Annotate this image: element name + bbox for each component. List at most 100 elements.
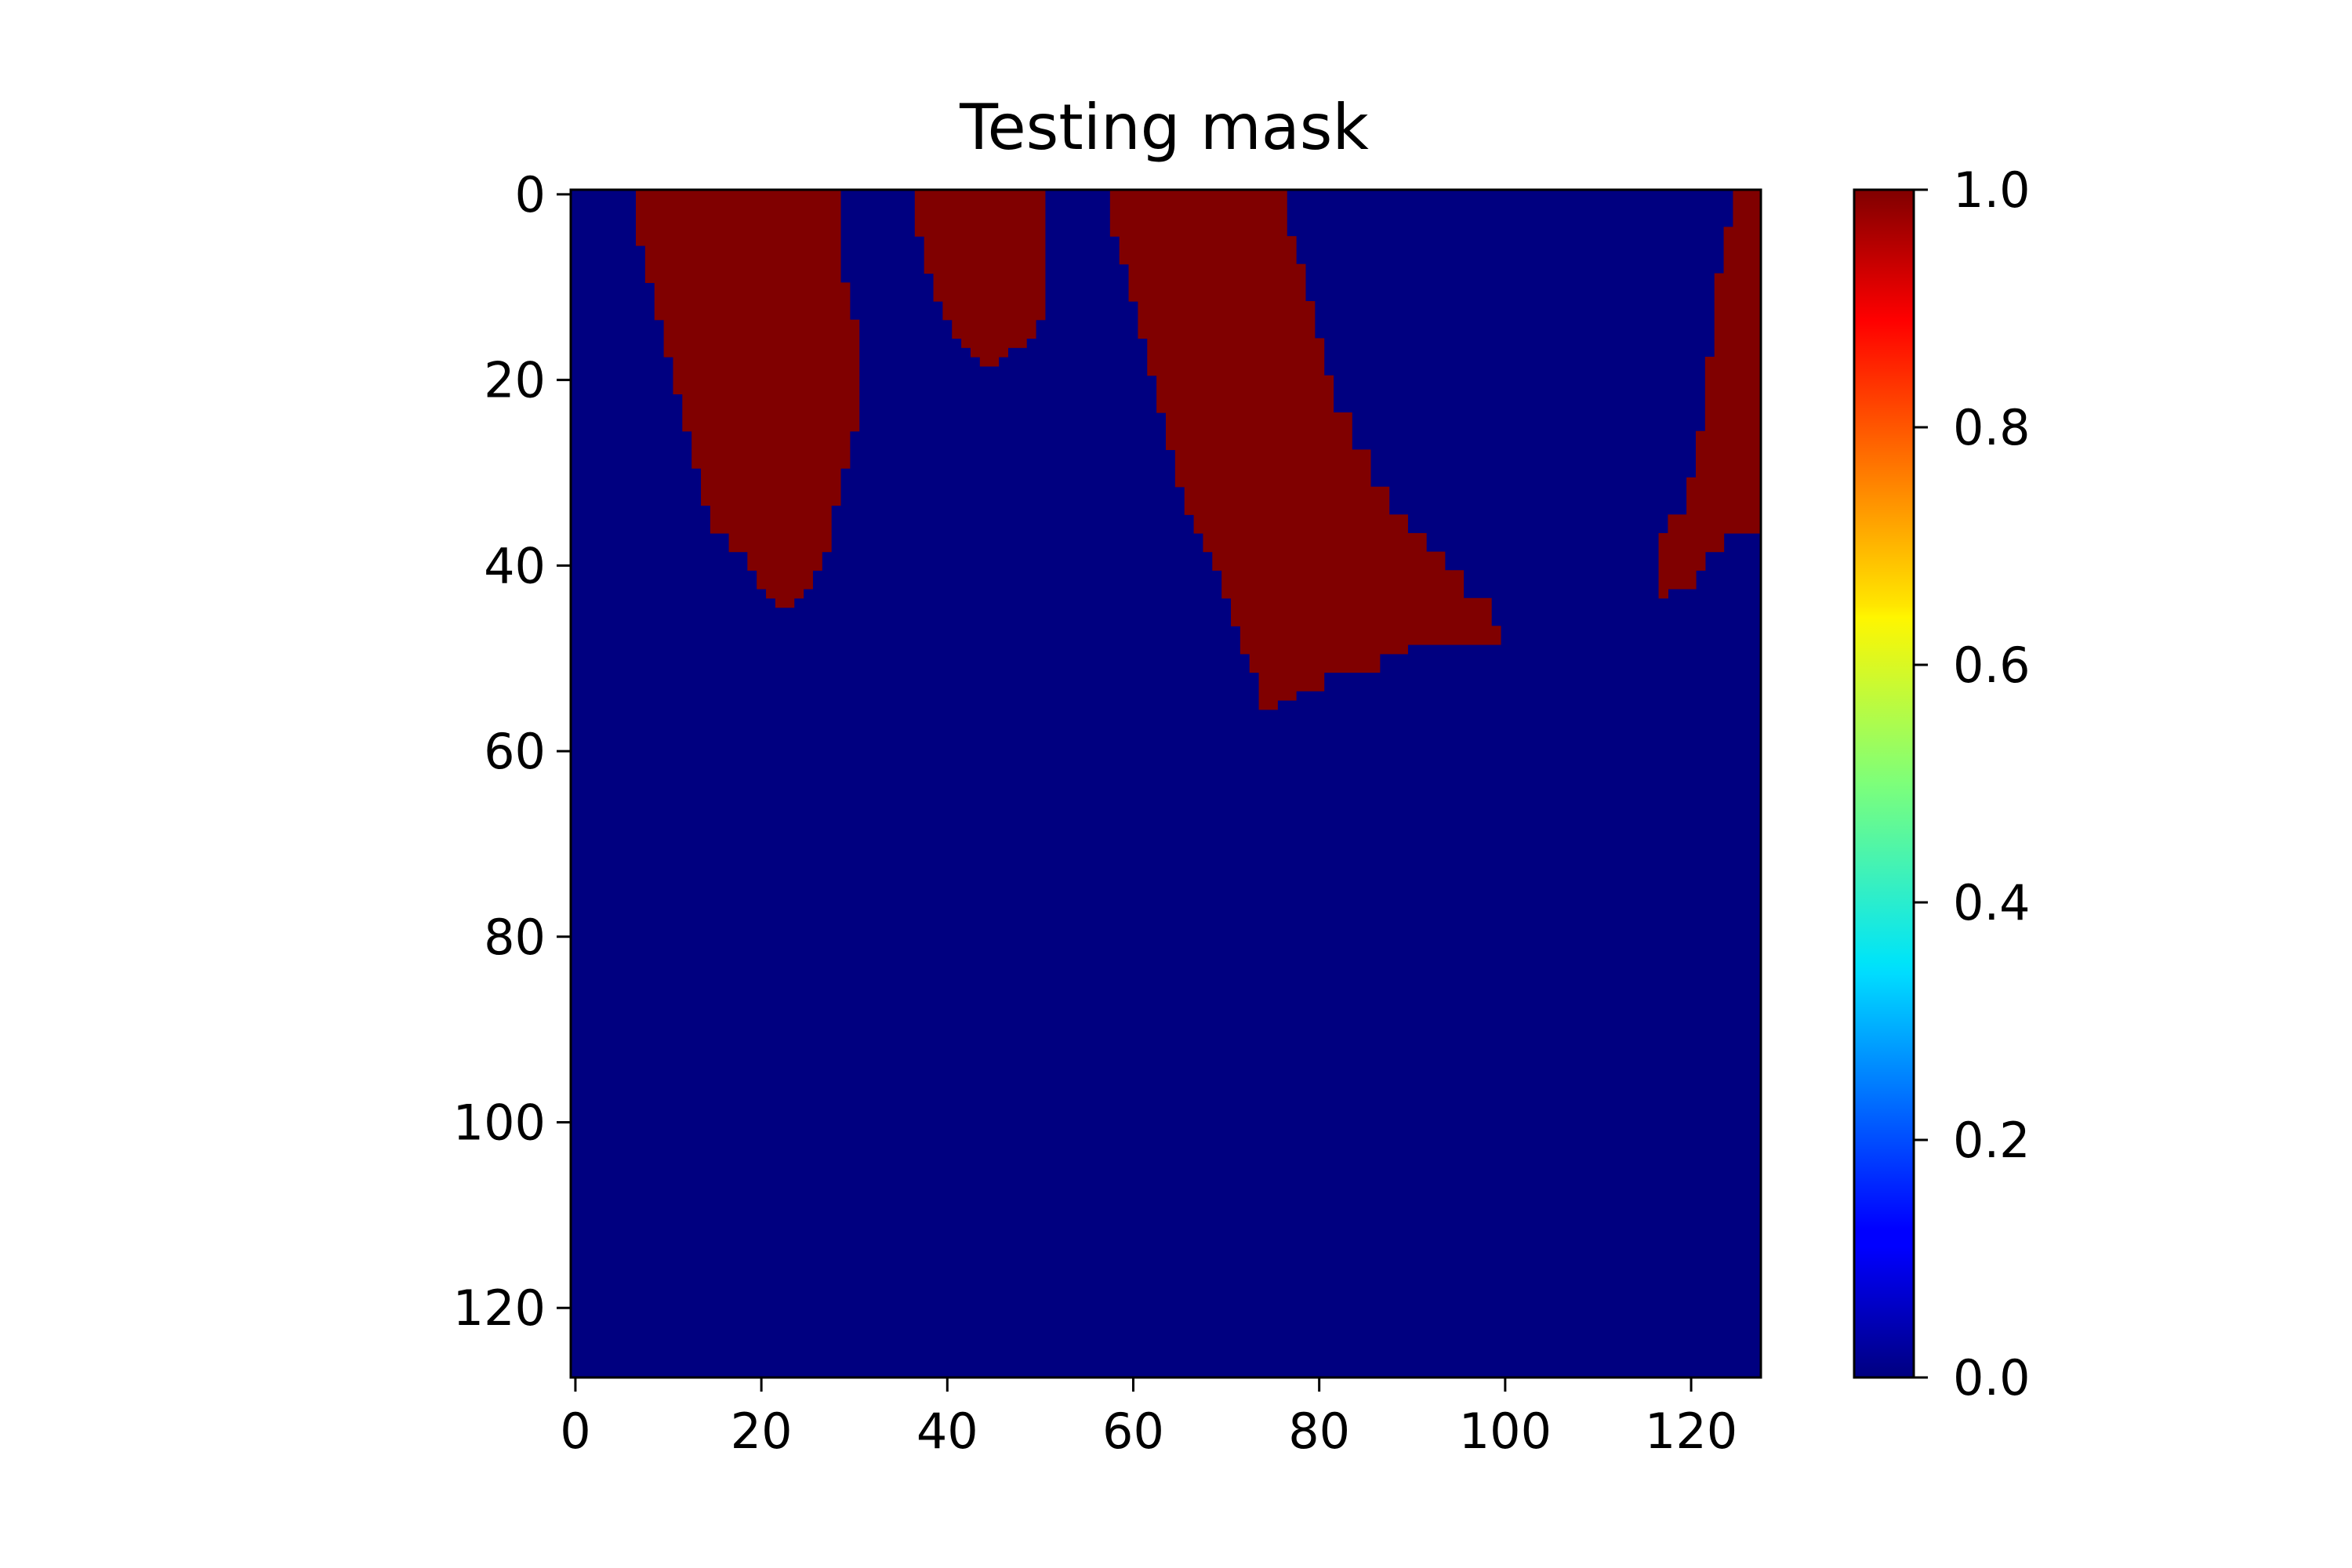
mask-cell-row bbox=[1166, 421, 1352, 432]
mask-cell-row bbox=[1138, 310, 1316, 321]
mask-cell-row bbox=[1668, 524, 1762, 534]
mask-cell-row bbox=[1193, 524, 1408, 534]
mask-cell-row bbox=[1193, 514, 1408, 524]
mask-cell-row bbox=[1174, 468, 1371, 478]
mask-cell-row bbox=[1714, 347, 1762, 358]
mask-cell-row bbox=[636, 190, 841, 200]
mask-cell-row bbox=[1147, 338, 1325, 348]
mask-cell-row bbox=[663, 328, 860, 339]
mask-cell-row bbox=[1258, 691, 1297, 701]
mask-cell-row bbox=[636, 198, 841, 209]
mask-cell-row bbox=[682, 412, 860, 423]
mask-cell-row bbox=[663, 338, 860, 348]
mask-cell-row bbox=[1714, 319, 1762, 330]
mask-cell-row bbox=[1723, 254, 1762, 265]
mask-cell-row bbox=[644, 273, 841, 283]
mask-cell-row bbox=[924, 254, 1046, 265]
mask-cell-row bbox=[1128, 282, 1306, 292]
mask-cell-row bbox=[1695, 468, 1762, 478]
mask-cell-row bbox=[747, 551, 822, 562]
mask-cell-row bbox=[924, 245, 1046, 256]
mask-cell-row bbox=[1733, 208, 1762, 219]
y-tick-label: 0 bbox=[515, 166, 546, 223]
mask-cell-row bbox=[1109, 190, 1287, 200]
mask-cell-row bbox=[728, 542, 832, 553]
mask-cell-row bbox=[1212, 561, 1446, 571]
mask-cell-row bbox=[1695, 430, 1762, 441]
mask-cell-row bbox=[924, 236, 1046, 246]
mask-cell-row bbox=[1231, 597, 1492, 608]
x-axis: 0 20 40 60 80 100 120 bbox=[560, 1377, 1737, 1460]
mask-cell-row bbox=[1704, 412, 1762, 423]
mask-cell-row bbox=[654, 301, 851, 311]
mask-cell-row bbox=[1258, 699, 1278, 710]
mask-cell-row bbox=[766, 588, 804, 599]
mask-cell-row bbox=[636, 208, 841, 219]
mask-cell-row bbox=[970, 347, 1008, 358]
mask-cell-row bbox=[757, 570, 813, 580]
colorbar-tick-label: 0.6 bbox=[1953, 637, 2031, 694]
mask-cell-row bbox=[1258, 672, 1325, 682]
mask-cell-row bbox=[1704, 384, 1762, 394]
mask-cell-row bbox=[1138, 301, 1316, 311]
colorbar-tick-label: 1.0 bbox=[1953, 162, 2031, 219]
mask-cell-row bbox=[1184, 505, 1390, 515]
mask-cell-row bbox=[1138, 328, 1316, 339]
mask-cell-row bbox=[1156, 403, 1334, 413]
mask-cell-row bbox=[1119, 254, 1297, 265]
mask-cell-row bbox=[1231, 616, 1492, 626]
y-tick-label: 40 bbox=[484, 537, 546, 594]
mask-cell-row bbox=[1184, 486, 1390, 497]
mask-cell-row bbox=[1704, 394, 1762, 404]
mask-cell-row bbox=[1695, 440, 1762, 451]
mask-cell-row bbox=[1156, 384, 1334, 394]
mask-cell-row bbox=[747, 561, 822, 571]
mask-cell-row bbox=[914, 198, 1046, 209]
colorbar-tick-label: 0.2 bbox=[1953, 1112, 2031, 1169]
mask-cell-row bbox=[1147, 357, 1325, 367]
mask-cell-row bbox=[1109, 208, 1287, 219]
mask-cell-row bbox=[1156, 394, 1334, 404]
mask-cell-row bbox=[1723, 236, 1762, 246]
mask-cell-row bbox=[1156, 375, 1334, 386]
x-tick-label: 0 bbox=[560, 1403, 590, 1460]
mask-cell-row bbox=[654, 282, 851, 292]
mask-cell-row bbox=[1174, 449, 1371, 459]
mask-cell-row bbox=[1704, 421, 1762, 432]
mask-cell-row bbox=[1704, 403, 1762, 413]
mask-cell-row bbox=[942, 301, 1046, 311]
mask-cell-row bbox=[682, 403, 860, 413]
mask-cell-row bbox=[1658, 532, 1725, 543]
x-tick-label: 20 bbox=[731, 1403, 793, 1460]
mask-cell-row bbox=[1733, 217, 1762, 227]
mask-cell-row bbox=[914, 208, 1046, 219]
mask-cell-row bbox=[979, 357, 1000, 367]
mask-cell-row bbox=[1714, 292, 1762, 302]
mask-cell-row bbox=[1704, 357, 1762, 367]
mask-cell-row bbox=[1658, 542, 1725, 553]
mask-cell-row bbox=[728, 532, 832, 543]
mask-cell-row bbox=[933, 282, 1046, 292]
mask-cell-row bbox=[1714, 273, 1762, 283]
mask-cell-row bbox=[1723, 263, 1762, 274]
region-1 bbox=[636, 190, 860, 608]
mask-cell-row bbox=[1109, 198, 1287, 209]
mask-cell-row bbox=[1695, 459, 1762, 469]
mask-cell-row bbox=[961, 338, 1027, 348]
mask-cell-row bbox=[1658, 551, 1706, 562]
mask-cell-row bbox=[924, 263, 1046, 274]
mask-cell-row bbox=[691, 459, 851, 469]
mask-cell-row bbox=[654, 310, 851, 321]
mask-cell-row bbox=[1714, 328, 1762, 339]
mask-cell-row bbox=[1704, 375, 1762, 386]
mask-cell-row bbox=[1658, 588, 1669, 599]
mask-cell-row bbox=[952, 328, 1036, 339]
colorbar-ticks: 0.0 0.2 0.4 0.6 0.8 1.0 bbox=[1914, 162, 2031, 1406]
colorbar-tick-label: 0.0 bbox=[1953, 1349, 2031, 1406]
mask-cell-row bbox=[1128, 263, 1306, 274]
mask-cell-row bbox=[636, 236, 841, 246]
region-2 bbox=[914, 190, 1046, 367]
mask-cell-row bbox=[1714, 282, 1762, 292]
mask-cell-row bbox=[1249, 662, 1381, 673]
mask-cell-row bbox=[1109, 227, 1287, 237]
